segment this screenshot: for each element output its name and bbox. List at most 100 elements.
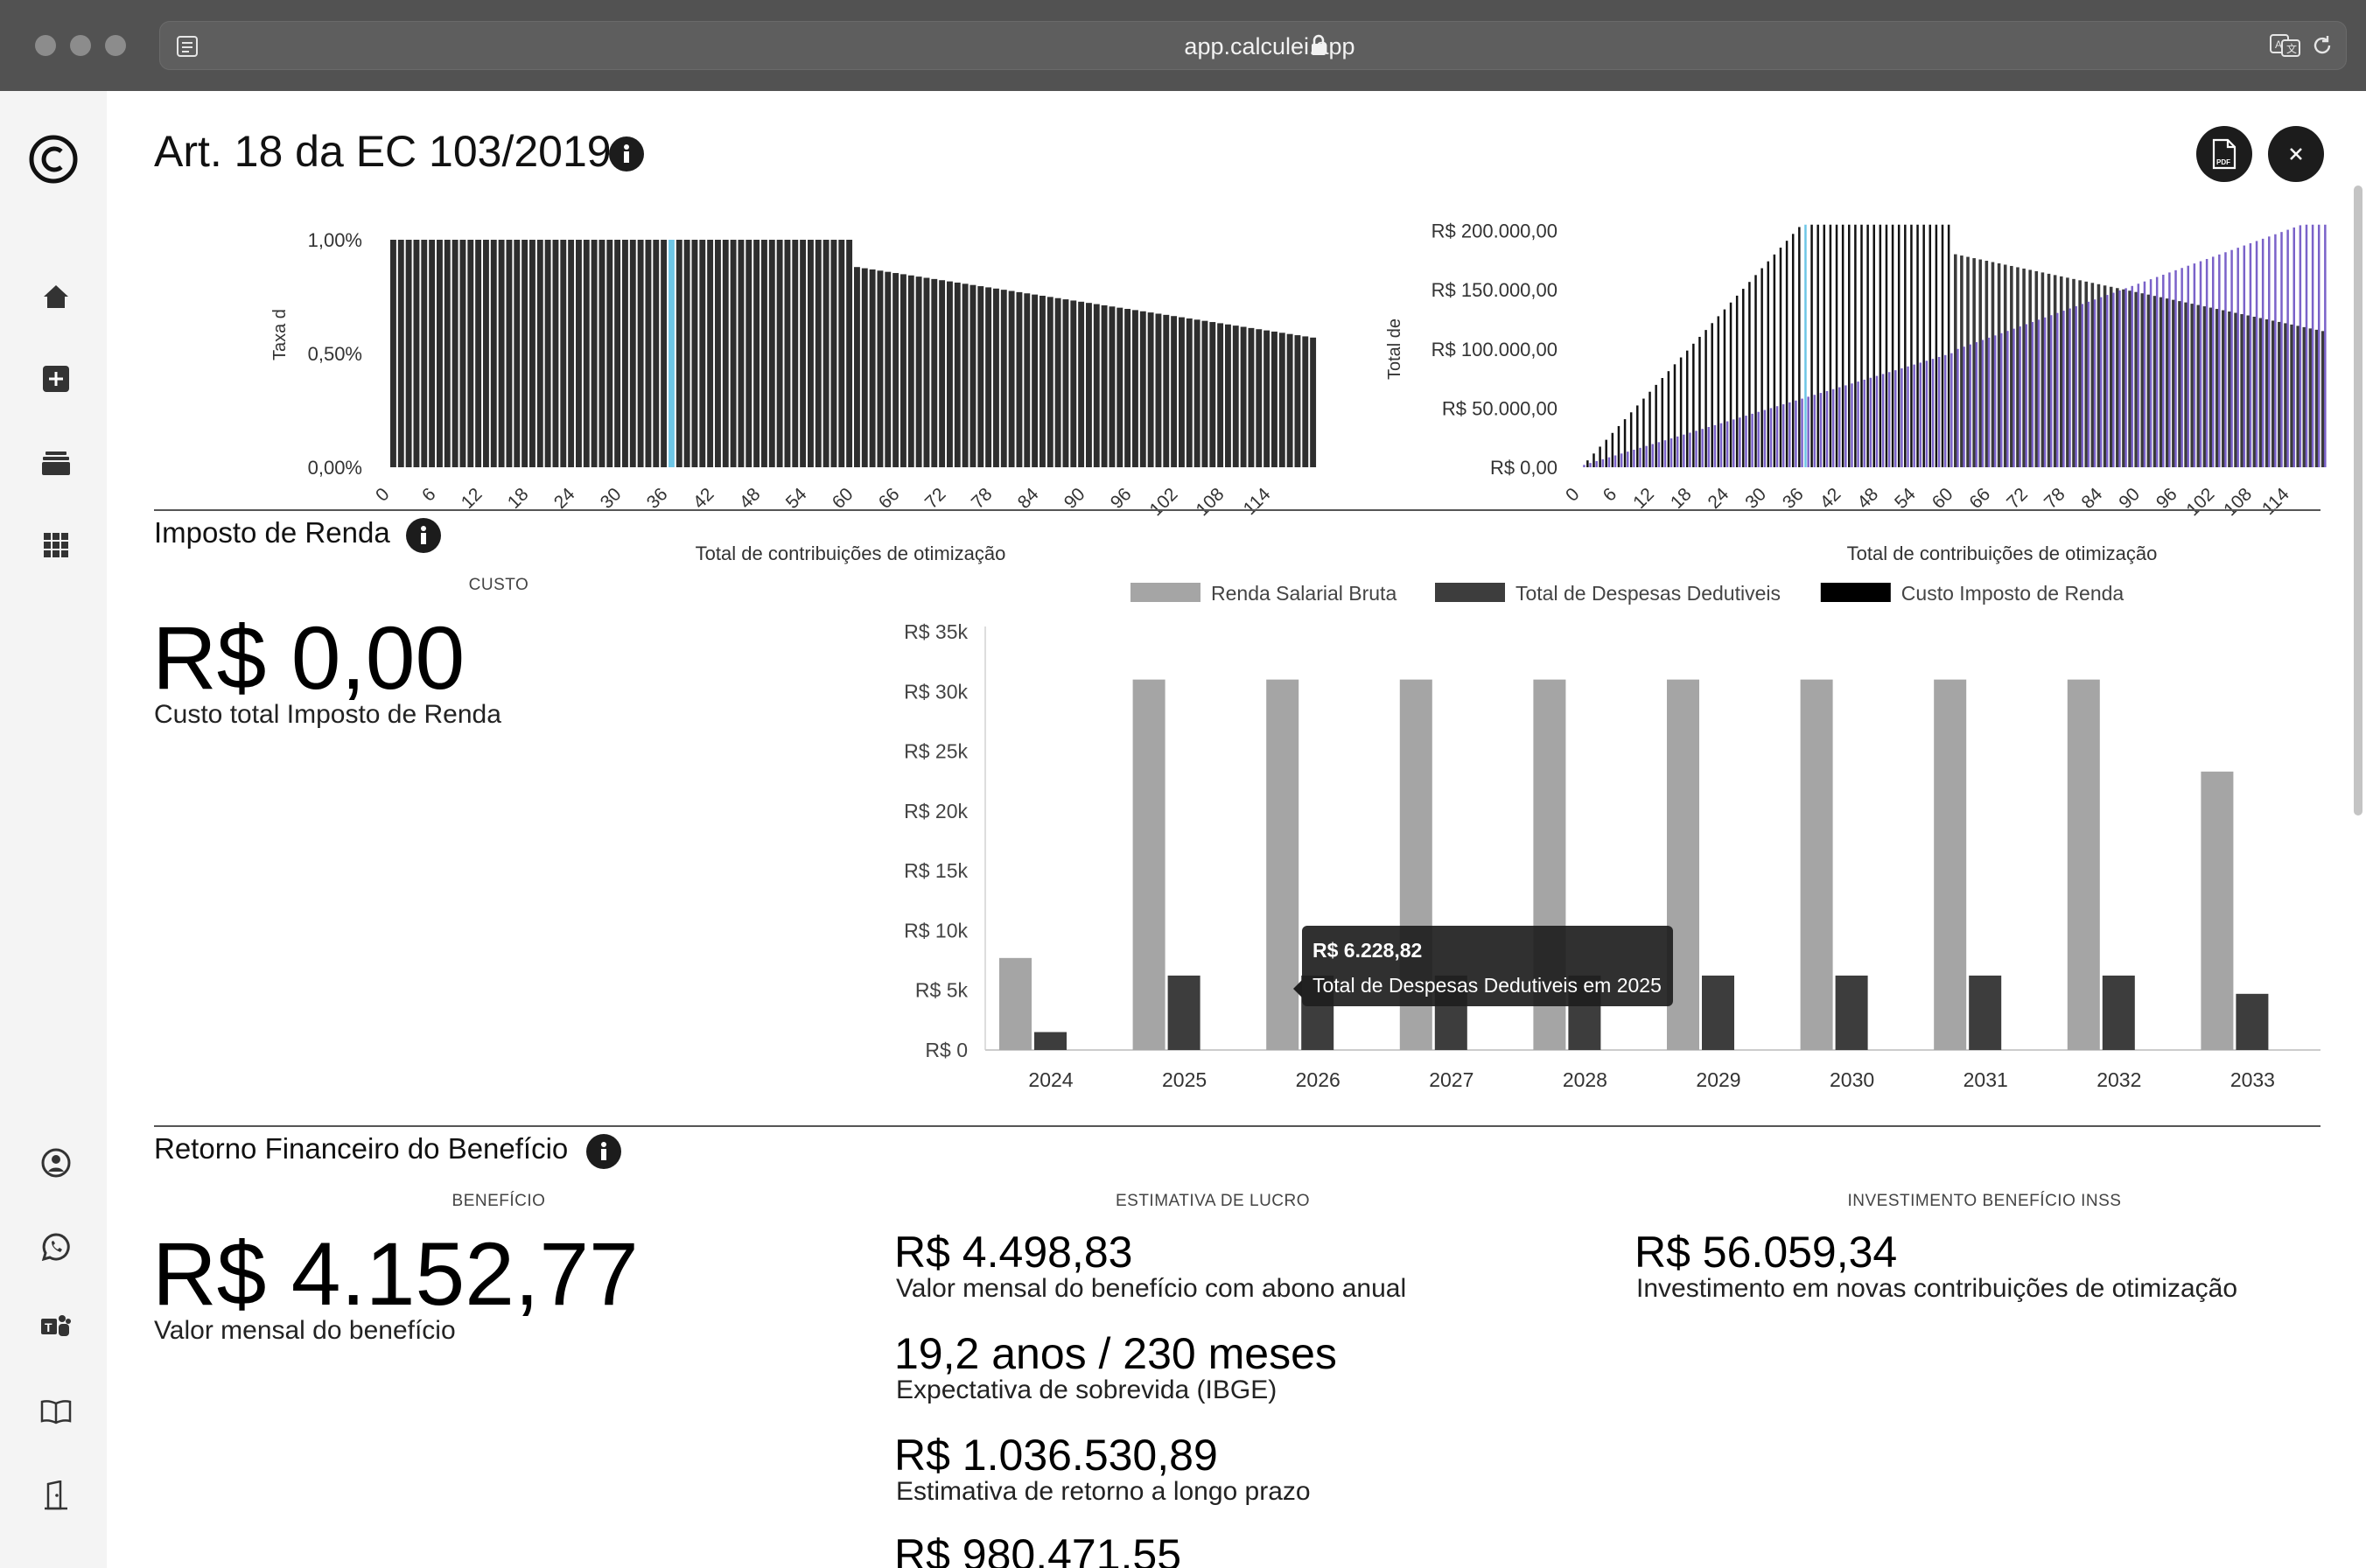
chart-tooltip: R$ 6.228,82 Total de Despesas Dedutiveis … [1293,926,1673,1006]
total-bar-purple [1627,452,1629,467]
total-bar-purple [2143,281,2146,467]
total-bar-black [1599,446,1601,467]
whatsapp-icon[interactable] [36,1227,76,1267]
home-icon[interactable] [36,276,76,317]
reload-icon[interactable] [2310,33,2334,58]
total-bar-purple [1645,445,1648,467]
total-bar-black [1623,419,1627,467]
reader-icon[interactable] [175,34,200,59]
lock-icon [1312,34,1326,55]
taxa-bar [1046,297,1054,467]
teams-icon[interactable]: T [36,1307,76,1348]
imposto-chart: Renda Salarial Bruta Total de Despesas De… [904,582,2320,1091]
total-bar-purple [1881,374,1885,467]
total-bar-purple [1969,344,1971,467]
stack-icon[interactable] [36,443,76,483]
total-bar-purple [1825,390,1829,467]
total-bar-purple [2012,328,2015,467]
total-bar-dark [2271,320,2275,467]
total-bar-dark [2090,283,2095,467]
taxa-bar [661,240,668,467]
total-bar-purple [1601,458,1605,467]
bar-despesas [1702,975,1734,1050]
total-bar-purple [1683,434,1685,467]
window-minimize-light[interactable] [70,35,91,56]
total-bar-black [1779,247,1782,467]
taxa-bar [993,288,999,467]
info-icon[interactable] [609,136,644,172]
total-bar-black [1679,357,1683,467]
window-close-light[interactable] [35,35,56,56]
total-bar-purple [1831,388,1835,467]
total-bar-purple [1863,379,1866,467]
y-tick-label: 1,00% [308,229,362,251]
total-bar-dark [1991,262,1995,467]
total-bar-purple [2006,331,2009,467]
taxa-bar [877,270,884,467]
total-bar-dark [2208,307,2213,467]
total-bar-purple [1657,442,1661,467]
scrollbar[interactable] [2354,186,2362,816]
total-bar-purple [1701,429,1704,467]
x-tick-label: 2028 [1563,1068,1607,1091]
total-bar-black [1592,453,1595,467]
total-bar-purple [2255,241,2258,467]
total-bar-dark [1978,259,1983,467]
taxa-bar [405,240,412,467]
plus-icon[interactable] [36,359,76,399]
book-icon[interactable] [36,1391,76,1432]
bar-despesas [1969,975,2002,1050]
bar-despesas [2236,993,2269,1050]
total-bar-purple [1913,364,1915,467]
total-bar-purple [1614,455,1617,467]
sobrevida-value: 19,2 anos / 230 meses [894,1329,1337,1378]
close-icon [2290,148,2302,160]
total-bar-dark [1984,261,1989,467]
y-tick-label: R$ 5k [915,979,969,1002]
total-bar-dark [2122,289,2125,467]
total-bar-purple [1583,465,1586,467]
grid-icon[interactable] [36,525,76,565]
total-bar-black [1885,224,1888,467]
total-bar-purple [2075,305,2077,467]
total-bar-black [1692,343,1695,467]
taxa-bar [668,240,675,467]
x-tick-label: 102 [1145,484,1181,520]
total-bar-purple [2193,263,2196,467]
x-tick-label: 2024 [1028,1068,1073,1091]
taxa-bar [1000,290,1007,467]
info-icon[interactable] [406,518,441,553]
exit-icon[interactable] [36,1475,76,1516]
taxa-chart: 0,00%0,50%1,00%Taxa d0 6 12 18 24 30 36 42 48 54 6… [270,229,1317,564]
x-tick-label: 6 [1600,484,1621,506]
total-bar-purple [1931,359,1935,467]
total-bar-purple [2019,326,2021,467]
taxa-bar [683,240,690,467]
total-bar-purple [2124,288,2127,467]
taxa-bar [970,284,976,467]
total-bar-purple [1670,438,1673,467]
total-bar-dark [2078,280,2082,467]
window-zoom-light[interactable] [105,35,126,56]
x-tick-label: 108 [1192,484,1228,520]
pdf-button[interactable]: PDF [2196,126,2252,182]
total-bar-dark [2196,304,2201,467]
translate-icon[interactable]: A 文 [2270,33,2301,58]
taxa-bar [1032,294,1039,467]
logo-icon[interactable] [27,133,80,186]
total-bar-black [1872,224,1875,467]
taxa-bar [691,240,698,467]
address-bar[interactable]: app.calculei.app A 文 [159,21,2347,70]
user-icon[interactable] [36,1143,76,1183]
total-bar-dark [2146,294,2151,467]
total-bar-black [1798,227,1801,467]
total-bar-purple [1607,457,1611,467]
total-bar-purple [1956,348,1959,467]
taxa-bar [1286,333,1293,467]
bar-renda [2201,771,2234,1050]
close-button[interactable] [2268,126,2324,182]
taxa-bar [1155,313,1162,467]
total-bar-purple [1732,419,1735,467]
total-bar-purple [1782,404,1785,467]
info-icon[interactable] [586,1134,621,1169]
